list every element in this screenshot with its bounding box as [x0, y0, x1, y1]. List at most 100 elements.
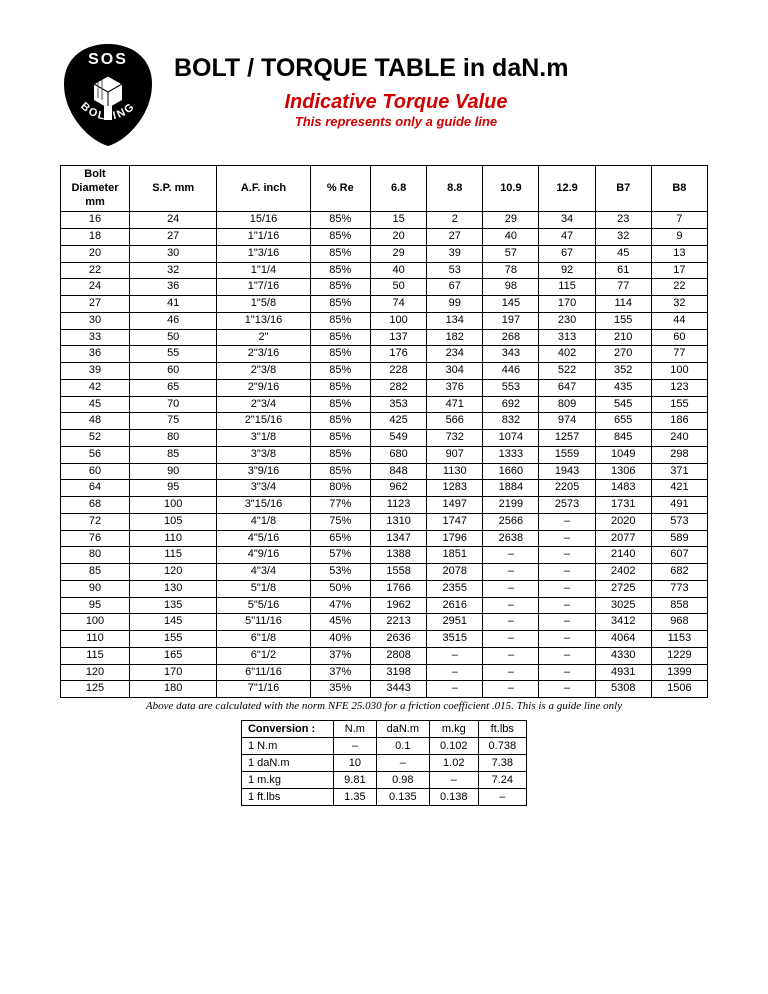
table-cell: 40	[483, 229, 539, 246]
table-cell: 2140	[595, 547, 651, 564]
table-cell: 39	[61, 363, 130, 380]
table-cell: 1153	[651, 631, 707, 648]
table-cell: –	[539, 597, 595, 614]
table-cell: 1731	[595, 497, 651, 514]
table-cell: 304	[427, 363, 483, 380]
table-cell: 2566	[483, 513, 539, 530]
table-cell: 85%	[310, 413, 370, 430]
main-title: BOLT / TORQUE TABLE in daN.m	[174, 54, 708, 83]
table-cell: 773	[651, 580, 707, 597]
table-row: 951355"5/1647%19622616––3025858	[61, 597, 708, 614]
table-cell: 5"1/8	[217, 580, 310, 597]
conv-cell: 1 ft.lbs	[241, 789, 333, 806]
table-cell: 230	[539, 312, 595, 329]
table-cell: 1310	[371, 513, 427, 530]
table-cell: 80	[130, 430, 217, 447]
table-row: 721054"1/875%131017472566–2020573	[61, 513, 708, 530]
table-cell: 402	[539, 346, 595, 363]
column-header: 8.8	[427, 166, 483, 212]
table-cell: 77	[651, 346, 707, 363]
table-cell: 2951	[427, 614, 483, 631]
table-cell: 4"3/4	[217, 564, 310, 581]
table-cell: 549	[371, 430, 427, 447]
table-cell: 446	[483, 363, 539, 380]
table-row: 1001455"11/1645%22132951––3412968	[61, 614, 708, 631]
conv-cell: 0.738	[478, 738, 527, 755]
table-cell: 85%	[310, 363, 370, 380]
table-row: 901305"1/850%17662355––2725773	[61, 580, 708, 597]
table-cell: –	[539, 614, 595, 631]
table-cell: 60	[651, 329, 707, 346]
table-cell: 553	[483, 379, 539, 396]
table-cell: 376	[427, 379, 483, 396]
table-row: 20301"3/1685%293957674513	[61, 245, 708, 262]
table-row: 1251807"1/1635%3443–––53081506	[61, 681, 708, 698]
table-cell: 61	[595, 262, 651, 279]
table-cell: 234	[427, 346, 483, 363]
table-cell: 1388	[371, 547, 427, 564]
table-row: 761104"5/1665%134717962638–2077589	[61, 530, 708, 547]
table-cell: 180	[130, 681, 217, 698]
torque-table: BoltDiametermmS.P. mmA.F. inch% Re6.88.8…	[60, 165, 708, 698]
table-cell: 50	[371, 279, 427, 296]
subtitle: Indicative Torque Value	[84, 91, 708, 114]
table-cell: 35%	[310, 681, 370, 698]
table-cell: 155	[130, 631, 217, 648]
conv-cell: 0.98	[376, 772, 429, 789]
table-cell: 182	[427, 329, 483, 346]
table-cell: 53%	[310, 564, 370, 581]
table-cell: 32	[595, 229, 651, 246]
table-cell: 4330	[595, 647, 651, 664]
table-cell: –	[483, 647, 539, 664]
table-cell: 425	[371, 413, 427, 430]
table-cell: 858	[651, 597, 707, 614]
table-row: 681003"15/1677%11231497219925731731491	[61, 497, 708, 514]
column-header: S.P. mm	[130, 166, 217, 212]
table-cell: 155	[595, 312, 651, 329]
table-cell: 47%	[310, 597, 370, 614]
table-row: 27411"5/885%749914517011432	[61, 296, 708, 313]
table-cell: 832	[483, 413, 539, 430]
table-cell: 1"3/16	[217, 245, 310, 262]
table-cell: 85%	[310, 312, 370, 329]
table-cell: –	[427, 647, 483, 664]
table-cell: 42	[61, 379, 130, 396]
table-cell: 2	[427, 212, 483, 229]
table-cell: 2"9/16	[217, 379, 310, 396]
table-cell: 545	[595, 396, 651, 413]
table-cell: 1559	[539, 446, 595, 463]
table-cell: 100	[130, 497, 217, 514]
table-cell: 36	[61, 346, 130, 363]
table-cell: 1483	[595, 480, 651, 497]
table-cell: 6"1/2	[217, 647, 310, 664]
table-cell: 2355	[427, 580, 483, 597]
table-cell: 75	[130, 413, 217, 430]
table-cell: 491	[651, 497, 707, 514]
table-cell: 1"7/16	[217, 279, 310, 296]
table-cell: 2077	[595, 530, 651, 547]
header: SOS BOLTING BOLT / TORQUE TABLE in	[60, 40, 708, 153]
table-cell: 53	[427, 262, 483, 279]
column-header: B7	[595, 166, 651, 212]
table-cell: 85%	[310, 396, 370, 413]
table-cell: 125	[61, 681, 130, 698]
table-cell: 2020	[595, 513, 651, 530]
table-cell: 70	[130, 396, 217, 413]
table-cell: 2"15/16	[217, 413, 310, 430]
table-cell: 2402	[595, 564, 651, 581]
table-cell: 110	[61, 631, 130, 648]
conv-row: 1 N.m–0.10.1020.738	[241, 738, 526, 755]
conv-cell: 1 m.kg	[241, 772, 333, 789]
table-cell: 72	[61, 513, 130, 530]
table-cell: 1306	[595, 463, 651, 480]
table-cell: 134	[427, 312, 483, 329]
table-cell: 3198	[371, 664, 427, 681]
table-cell: 1347	[371, 530, 427, 547]
column-header: 12.9	[539, 166, 595, 212]
table-cell: 1"5/8	[217, 296, 310, 313]
table-cell: 647	[539, 379, 595, 396]
table-cell: 607	[651, 547, 707, 564]
table-cell: 4"5/16	[217, 530, 310, 547]
table-cell: 1851	[427, 547, 483, 564]
table-cell: 137	[371, 329, 427, 346]
